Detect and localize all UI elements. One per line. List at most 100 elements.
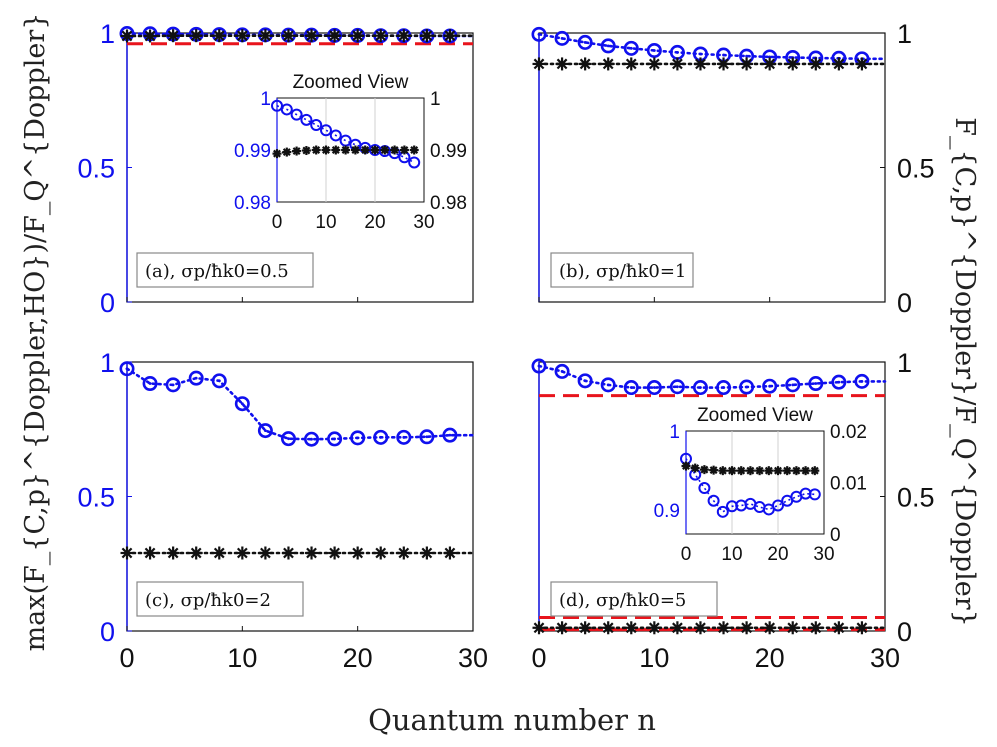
- inset-blue-circle-marker: [329, 129, 342, 142]
- annotation-text: (c), σp/ħk0=2: [145, 590, 271, 611]
- blue-circle-marker: [142, 376, 158, 392]
- y-tick-label-right: 1: [897, 19, 912, 49]
- black-star-marker: [832, 621, 846, 635]
- black-star-marker: [693, 621, 707, 635]
- inset-blue-line: [685, 458, 815, 513]
- inset-black-star-marker: [341, 145, 351, 155]
- blue-circle-marker: [280, 431, 296, 447]
- inset-x-tick-label: 10: [721, 544, 742, 565]
- y-tick-label-right: 0.5: [897, 154, 935, 184]
- blue-circle-marker: [785, 377, 801, 393]
- blue-circle-marker: [646, 42, 662, 58]
- inset-blue-circle-marker: [716, 505, 729, 518]
- inset-y-tick-left: 0.99: [234, 141, 271, 162]
- black-star-marker: [578, 57, 592, 71]
- inset-black-star-marker: [370, 145, 380, 155]
- blue-circle-marker: [739, 379, 755, 395]
- black-star-marker: [555, 57, 569, 71]
- inset-black-star-marker: [764, 466, 774, 476]
- inset-black-star-marker: [736, 466, 746, 476]
- annotation-text: (b), σp/ħk0=1: [559, 261, 686, 282]
- inset-black-star-marker: [282, 147, 292, 157]
- black-star-marker: [143, 29, 157, 43]
- black-star-marker: [601, 621, 615, 635]
- blue-dotted-line: [125, 367, 475, 441]
- black-star-marker: [809, 57, 823, 71]
- inset-black-star-marker: [782, 466, 792, 476]
- blue-circle-marker: [623, 380, 639, 396]
- black-star-marker: [374, 546, 388, 560]
- inset-black-star-marker: [718, 466, 728, 476]
- y-tick-label-right: 0.5: [897, 483, 935, 513]
- blue-circle-marker: [257, 423, 273, 439]
- black-star-marker: [166, 29, 180, 43]
- inset-black-star-marker: [681, 461, 691, 471]
- y-tick-label-left: 0: [100, 288, 115, 318]
- inset-black-star-marker: [810, 466, 820, 476]
- panel-c: 0 10 20 30 0 0.5 1 (c), σp/ħk0=2: [77, 348, 488, 673]
- inset-x-tick-label: 10: [315, 212, 336, 233]
- black-star-marker: [258, 546, 272, 560]
- inset-blue-circle-marker: [310, 119, 323, 132]
- inset-black-star-marker: [331, 145, 341, 155]
- black-star-marker: [578, 621, 592, 635]
- inset-black-star-marker: [727, 466, 737, 476]
- inset-blue-circle-marker: [290, 108, 303, 121]
- inset-black-star-marker: [801, 466, 811, 476]
- blue-circle-marker: [623, 40, 639, 56]
- inset-title: Zoomed View: [697, 405, 813, 426]
- blue-circle-marker: [692, 380, 708, 396]
- y-axis-label-left: max(F_{C,p}^{Doppler,HO})/F_Q^{Doppler}: [20, 13, 51, 652]
- inset-x-tick-label: 0: [272, 212, 283, 233]
- inset-black-star-marker: [301, 146, 311, 156]
- x-tick-label: 30: [870, 643, 900, 673]
- black-star-marker: [624, 57, 638, 71]
- y-tick-label-left: 1: [100, 348, 115, 378]
- blue-circle-marker: [531, 26, 547, 42]
- x-tick-label: 0: [119, 643, 134, 673]
- blue-circle-marker: [350, 430, 366, 446]
- black-star-marker: [281, 546, 295, 560]
- black-star-marker: [763, 621, 777, 635]
- black-star-marker: [740, 621, 754, 635]
- black-star-marker: [670, 621, 684, 635]
- black-star-marker: [305, 29, 319, 43]
- inset-black-star-marker: [311, 145, 321, 155]
- inset-blue-circle-marker: [808, 488, 821, 501]
- inset-blue-circle-marker: [408, 156, 421, 169]
- black-star-marker: [235, 546, 249, 560]
- y-axis-label-right: F_{C,p}^{Doppler}/F_Q^{Doppler}: [949, 117, 980, 627]
- inset-black-star-marker: [745, 466, 755, 476]
- y-tick-label-left: 0: [100, 617, 115, 647]
- black-star-marker: [397, 29, 411, 43]
- black-star-marker: [120, 546, 134, 560]
- inset-y-tick-right: 1: [430, 89, 441, 110]
- inset-x-tick-label: 20: [364, 212, 385, 233]
- black-star-marker: [855, 57, 869, 71]
- blue-circle-marker: [165, 377, 181, 393]
- black-star-marker: [235, 29, 249, 43]
- black-star-marker: [143, 546, 157, 560]
- blue-circle-marker: [646, 380, 662, 396]
- blue-circle-marker: [577, 373, 593, 389]
- black-star-marker: [305, 546, 319, 560]
- black-star-marker: [212, 546, 226, 560]
- blue-circle-marker: [831, 374, 847, 390]
- y-tick-label-left: 1: [100, 19, 115, 49]
- panel-b: 0 0.5 1 (b), σp/ħk0=1: [531, 19, 935, 318]
- inset-y-tick-right: 0.01: [830, 474, 867, 495]
- black-star-marker: [351, 29, 365, 43]
- inset-blue-circle-marker: [772, 499, 784, 512]
- inset-black-star-marker: [350, 145, 360, 155]
- blue-circle-marker: [396, 429, 412, 445]
- inset-y-tick-right: 0: [830, 525, 841, 546]
- blue-circle-marker: [442, 427, 458, 443]
- blue-circle-marker: [577, 34, 593, 50]
- black-star-marker: [374, 29, 388, 43]
- inset-y-tick-right: 0.02: [830, 422, 867, 443]
- blue-circle-marker: [304, 431, 320, 447]
- inset-blue-circle-marker: [707, 494, 720, 507]
- y-tick-label-right: 1: [897, 348, 912, 378]
